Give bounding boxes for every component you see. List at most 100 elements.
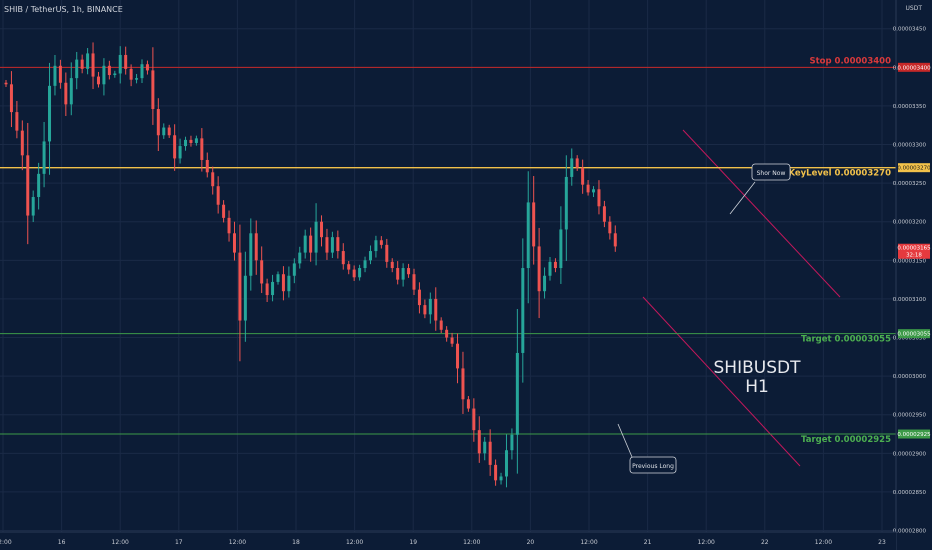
time-tick-label: 12:00	[463, 539, 480, 546]
watermark-symbol: SHIBUSDT	[714, 358, 802, 378]
candle-body	[80, 59, 84, 69]
candle-body	[37, 173, 41, 198]
candle-body	[292, 263, 296, 276]
candle-body	[597, 189, 601, 207]
time-tick-label: 12:00	[0, 539, 12, 546]
candle-body	[320, 221, 324, 238]
price-tick-label: 0.00003050	[893, 336, 927, 342]
candle-body	[167, 127, 171, 136]
candle-body	[385, 244, 389, 262]
time-axis-panel	[0, 532, 896, 550]
candle-body	[417, 289, 421, 306]
candle-body	[608, 221, 612, 234]
candle-body	[173, 135, 177, 159]
price-unit-label: USDT	[905, 5, 923, 12]
candle-body	[58, 65, 62, 83]
candle-body	[194, 138, 198, 143]
candle-body	[145, 64, 149, 71]
candle-body	[602, 206, 606, 222]
long-callout-box	[629, 456, 677, 474]
current-price-text: 0.00003165	[897, 246, 931, 252]
candle-body	[564, 176, 568, 230]
price-tick-label: 0.00003100	[893, 297, 927, 303]
candle-body	[102, 65, 106, 85]
candle-body	[86, 53, 90, 69]
time-tick-label: 16	[58, 539, 66, 546]
candle-body	[499, 476, 503, 481]
candle-body	[184, 139, 188, 147]
candle-body	[31, 197, 35, 216]
candle-body	[347, 264, 351, 270]
candle-body	[113, 73, 117, 76]
candle-body	[521, 268, 525, 353]
candle-body	[439, 320, 443, 330]
time-tick-label: 23	[878, 539, 886, 546]
candle-body	[483, 441, 487, 454]
candle-body	[4, 82, 8, 85]
candle-body	[401, 268, 405, 280]
price-tick-label: 0.00003150	[893, 258, 927, 264]
candle-body	[254, 233, 258, 261]
candle-body	[15, 112, 19, 131]
candle-body	[477, 430, 481, 454]
candle-body	[613, 233, 617, 247]
candle-body	[526, 202, 530, 269]
channel-upper-line	[682, 129, 841, 298]
candle-body	[543, 275, 547, 292]
target-1-price-tag	[898, 329, 930, 339]
time-tick-label: 12:00	[346, 539, 363, 546]
short-callout-text: Shor Now	[757, 170, 786, 177]
key-level-price-tag	[898, 163, 930, 173]
candle-body	[26, 155, 30, 216]
price-tick-label: 0.00003300	[893, 143, 927, 149]
candle-body	[281, 274, 285, 292]
candle-body	[488, 441, 492, 465]
candle-body	[271, 281, 275, 296]
candle-body	[358, 268, 362, 278]
candle-body	[515, 352, 519, 435]
time-tick-label: 18	[292, 539, 300, 546]
candle-body	[352, 269, 356, 278]
candle-body	[434, 298, 438, 321]
candle-body	[472, 408, 476, 431]
candle-body	[200, 138, 204, 160]
candle-body	[330, 237, 334, 253]
candle-body	[48, 85, 52, 142]
price-tick-label: 0.00003450	[893, 27, 927, 33]
candle-body	[423, 305, 427, 315]
time-tick-label: 19	[409, 539, 417, 546]
target-2-label: Target 0.00002925	[801, 435, 891, 445]
candle-body	[559, 229, 563, 269]
short-callout-box	[751, 163, 791, 181]
channel-lower-line	[642, 296, 801, 467]
candle-body	[189, 139, 193, 143]
target-2-price-tag	[898, 429, 930, 439]
candle-body	[162, 127, 166, 136]
candle-body	[450, 337, 454, 344]
candle-body	[494, 464, 498, 481]
candle-body	[309, 235, 313, 253]
time-tick-label: 12:00	[112, 539, 129, 546]
candle-body	[124, 54, 128, 69]
candle-body	[456, 343, 460, 369]
candle-body	[243, 275, 247, 321]
key-level-price-tag-text: 0.00003270	[897, 166, 931, 172]
time-tick-label: 20	[527, 539, 535, 546]
candle-body	[287, 275, 291, 292]
candle-body	[396, 268, 400, 280]
candle-body	[178, 146, 182, 159]
candle-body	[156, 109, 160, 136]
candle-body	[151, 70, 155, 110]
candle-body	[265, 283, 269, 296]
candle-body	[428, 298, 432, 315]
price-tick-label: 0.00003000	[893, 374, 927, 380]
candle-body	[374, 240, 378, 252]
candle-body	[504, 450, 508, 477]
price-tick-label: 0.00003250	[893, 181, 927, 187]
candle-body	[227, 217, 231, 234]
candle-body	[232, 233, 236, 253]
candle-body	[75, 59, 79, 79]
candle-body	[445, 329, 449, 338]
